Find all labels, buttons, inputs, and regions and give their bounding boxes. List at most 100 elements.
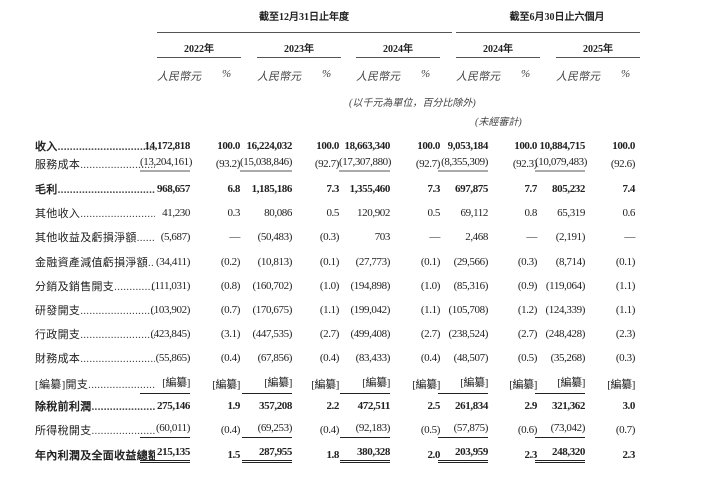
percent-cell: (0.4) <box>220 352 240 364</box>
amount-cell: 805,232 <box>552 183 585 195</box>
year-heading: 2024年 <box>383 44 413 55</box>
amount-cell: (119,064) <box>545 280 585 292</box>
percent-cell: [編纂] <box>509 379 537 391</box>
percent-cell: (0.4) <box>420 352 440 364</box>
percent-label: % <box>621 68 631 80</box>
table-row: 毛利......................................… <box>0 181 705 197</box>
amount-cell: (60,011) <box>140 422 190 438</box>
percent-cell: 2.3 <box>524 448 537 461</box>
percent-cell: 7.7 <box>524 183 537 195</box>
table-row: 金融資產減值虧損淨額..............................… <box>0 254 705 270</box>
percent-cell: (92.6) <box>610 158 636 170</box>
amount-cell: 10,884,715 <box>539 140 585 152</box>
table-row: 其他收益及虧損淨額...............................… <box>0 229 705 245</box>
year-heading: 2022年 <box>184 44 214 55</box>
percent-cell: (3.1) <box>220 328 240 340</box>
amount-cell: (194,898) <box>350 280 391 292</box>
amount-cell: 120,902 <box>357 207 390 219</box>
percent-cell: 3.0 <box>622 400 635 412</box>
percent-cell: 100.0 <box>217 140 240 152</box>
amount-cell: 2,468 <box>465 231 488 243</box>
amount-cell: (105,708) <box>448 304 489 316</box>
percent-cell: 2.3 <box>622 448 635 461</box>
amount-cell: [編纂] <box>140 374 190 394</box>
percent-cell: (1.1) <box>420 304 440 316</box>
amount-cell: 41,230 <box>162 207 190 219</box>
year-heading: 2024年 <box>483 44 513 55</box>
percent-cell: 2.5 <box>427 400 440 412</box>
amount-cell: (103,902) <box>150 304 191 316</box>
amount-cell: (248,428) <box>545 328 586 340</box>
amount-cell: 472,511 <box>357 400 391 412</box>
percent-cell: (0.6) <box>517 424 537 436</box>
amount-cell: (13,204,161) <box>140 156 192 172</box>
percent-cell: (0.4) <box>319 424 339 436</box>
row-label: 年內利潤及全面收益總額.............................… <box>35 449 155 462</box>
table-row: 除稅前利潤...................................… <box>0 398 705 414</box>
percent-cell: 2.0 <box>427 448 440 461</box>
divider <box>157 57 241 58</box>
amount-cell: (29,566) <box>453 256 489 268</box>
amount-cell: 65,319 <box>557 207 585 219</box>
percent-cell: (93.2) <box>215 158 241 170</box>
currency-label: 人民幣元 <box>456 71 500 83</box>
amount-cell: 18,663,340 <box>344 140 390 152</box>
percent-cell: (0.1) <box>615 256 635 268</box>
divider <box>356 57 440 58</box>
percent-cell: — <box>624 231 635 243</box>
row-label: 金融資產減值虧損淨額..............................… <box>35 257 155 269</box>
divider <box>456 57 540 58</box>
table-row: 研發開支....................................… <box>0 302 705 318</box>
amount-cell: (92,183) <box>339 422 390 438</box>
amount-cell: 1,355,460 <box>349 183 391 195</box>
percent-cell: [編纂] <box>311 379 339 391</box>
interim-group-heading: 截至6月30日止六個月 <box>509 12 605 23</box>
divider <box>456 32 640 33</box>
row-label: 毛利......................................… <box>35 184 155 196</box>
percent-cell: 0.3 <box>227 207 240 219</box>
amount-cell: (8,714) <box>555 256 586 268</box>
amount-cell: 248,320 <box>535 446 585 463</box>
percent-cell: (0.3) <box>615 352 635 364</box>
amount-cell: 1,185,186 <box>251 183 293 195</box>
row-label: 行政開支....................................… <box>35 329 155 341</box>
percent-cell: 1.9 <box>227 400 240 412</box>
percent-cell: (0.4) <box>220 424 240 436</box>
table-row: [編纂]開支..................................… <box>0 374 705 394</box>
amount-cell: [編纂] <box>438 374 488 394</box>
percent-cell: (0.5) <box>517 352 537 364</box>
row-label: 財務成本....................................… <box>35 353 155 365</box>
percent-cell: (0.2) <box>220 256 240 268</box>
amount-cell: (35,268) <box>550 352 586 364</box>
percent-cell: (1.0) <box>420 280 440 292</box>
amount-cell: (447,535) <box>252 328 293 340</box>
amount-cell: 261,834 <box>455 400 488 412</box>
percent-cell: (0.1) <box>319 256 339 268</box>
year-heading: 2025年 <box>583 44 613 55</box>
amount-cell: [編纂] <box>339 374 390 394</box>
amount-cell: 357,208 <box>259 400 292 412</box>
percent-cell: [編纂] <box>607 379 635 391</box>
percent-cell: (0.5) <box>420 424 440 436</box>
percent-cell: [編纂] <box>212 379 240 391</box>
percent-cell: 1.5 <box>227 448 240 461</box>
amount-cell: 275,146 <box>157 400 190 412</box>
divider <box>556 57 640 58</box>
percent-cell: — <box>526 231 537 243</box>
divider <box>257 57 341 58</box>
percent-cell: (0.7) <box>220 304 240 316</box>
amount-cell: (10,813) <box>257 256 293 268</box>
percent-cell: (0.1) <box>420 256 440 268</box>
unit-note: (以千元為單位，百分比除外) <box>349 98 476 109</box>
amount-cell: 215,135 <box>140 446 190 463</box>
percent-cell: 7.3 <box>427 183 440 195</box>
percent-cell: 2.2 <box>326 400 339 412</box>
table-row: 年內利潤及全面收益總額.............................… <box>0 446 705 463</box>
percent-cell: 100.0 <box>316 140 339 152</box>
amount-cell: (10,079,483) <box>535 156 587 172</box>
percent-cell: (1.1) <box>615 304 635 316</box>
year-heading: 2023年 <box>284 44 314 55</box>
percent-cell: (92.7) <box>415 158 441 170</box>
amount-cell: 968,657 <box>157 183 190 195</box>
amount-cell: (15,038,846) <box>240 156 292 172</box>
